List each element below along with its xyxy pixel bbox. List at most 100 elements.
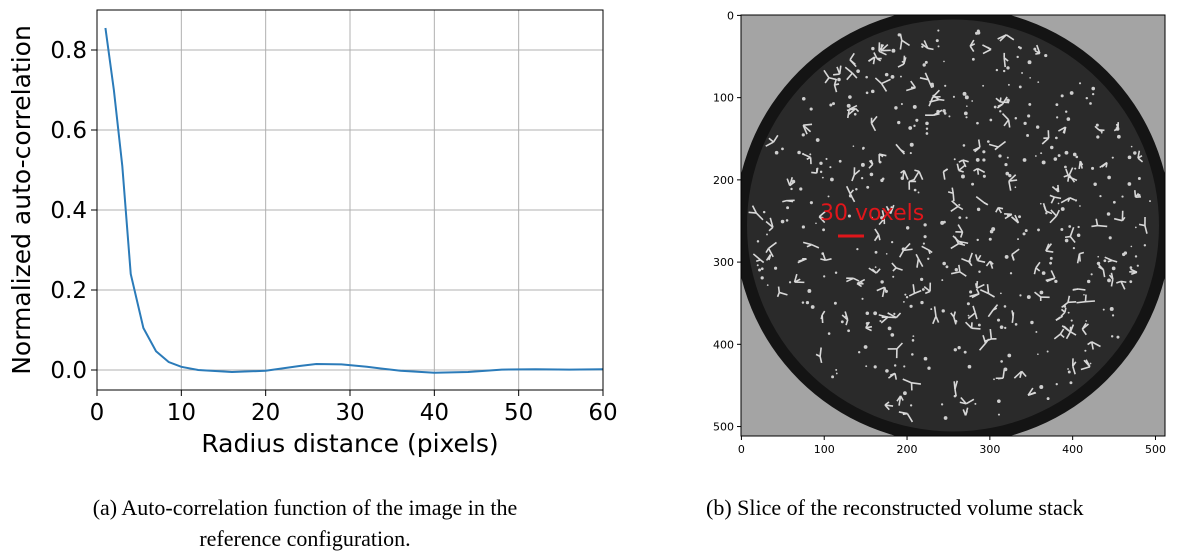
particle [1053, 157, 1058, 161]
particle [865, 91, 869, 95]
fiber [976, 254, 982, 261]
particle [815, 222, 817, 225]
fiber [1112, 259, 1118, 263]
particle [831, 375, 835, 379]
particle [943, 60, 945, 63]
particle [873, 365, 877, 369]
particle [1110, 335, 1114, 338]
fiber [786, 199, 794, 203]
fiber [876, 286, 885, 292]
fiber [779, 291, 788, 296]
y-tick-label: 0.2 [50, 278, 87, 304]
particle [801, 133, 805, 137]
particle [1037, 81, 1040, 84]
fiber [977, 259, 986, 263]
particle [1137, 193, 1141, 197]
fiber [961, 257, 970, 263]
particle [997, 399, 1001, 403]
fiber [898, 395, 902, 406]
particle [1064, 238, 1069, 243]
particle [879, 319, 882, 323]
particle [1049, 256, 1053, 260]
particle [1093, 182, 1097, 186]
fiber [903, 55, 906, 65]
fiber [789, 177, 794, 186]
particle [1029, 77, 1031, 79]
particle [1041, 160, 1046, 165]
x-tick-label: 50 [504, 400, 533, 426]
particle [927, 257, 930, 260]
particle [1008, 174, 1012, 178]
fiber [1007, 119, 1011, 128]
fiber [903, 248, 913, 252]
fiber [765, 247, 770, 254]
fiber [1001, 112, 1010, 121]
particle [1057, 154, 1061, 157]
particle [1117, 134, 1121, 139]
fiber [833, 73, 840, 76]
image [741, 15, 1165, 436]
particle [989, 229, 994, 234]
fiber [1120, 280, 1127, 284]
fiber [958, 169, 964, 173]
particle [962, 144, 966, 147]
fiber [957, 224, 964, 233]
particle [760, 267, 764, 271]
fiber [938, 98, 945, 102]
fiber [849, 193, 856, 203]
fiber [769, 217, 774, 228]
particle [1046, 397, 1050, 401]
fiber [902, 378, 912, 384]
fiber [898, 411, 908, 415]
particle [1090, 273, 1093, 276]
particle [915, 118, 919, 122]
fiber [887, 372, 896, 379]
particle [799, 187, 803, 191]
fiber [976, 283, 985, 289]
particle [1067, 368, 1069, 370]
particle [943, 220, 946, 224]
particle [1089, 362, 1092, 365]
fiber [901, 39, 911, 47]
y-tick-label: 400 [713, 338, 734, 351]
fiber [828, 76, 837, 81]
fiber [982, 48, 992, 55]
particle [923, 223, 927, 227]
particle [881, 177, 885, 181]
fiber [1061, 301, 1069, 309]
particle [1021, 72, 1023, 74]
particle [1035, 125, 1040, 129]
fiber [765, 141, 774, 147]
particle [1030, 320, 1034, 325]
fiber [971, 293, 980, 299]
particle [989, 118, 993, 122]
particle [1006, 156, 1009, 159]
fiber [1045, 243, 1053, 252]
particle [1085, 320, 1087, 322]
fiber [772, 134, 779, 143]
fiber [1110, 279, 1114, 287]
fiber [818, 216, 826, 224]
particle [885, 253, 888, 255]
particle [788, 281, 792, 284]
particle [1072, 152, 1077, 157]
particle [976, 238, 979, 242]
fiber [915, 253, 920, 260]
particle [893, 364, 897, 367]
fiber [897, 63, 905, 68]
fiber [782, 199, 787, 203]
particle [1005, 171, 1010, 176]
fiber [878, 153, 887, 157]
particle [756, 240, 760, 243]
particle [986, 140, 990, 143]
fiber [959, 271, 967, 277]
particle [958, 216, 962, 220]
fiber [876, 57, 882, 62]
x-tick-label: 300 [979, 443, 1000, 456]
particle [848, 95, 852, 99]
fiber [1137, 150, 1141, 159]
fiber [1069, 197, 1076, 201]
particle [1102, 308, 1105, 311]
particle [1039, 202, 1042, 205]
fiber [1001, 96, 1008, 105]
